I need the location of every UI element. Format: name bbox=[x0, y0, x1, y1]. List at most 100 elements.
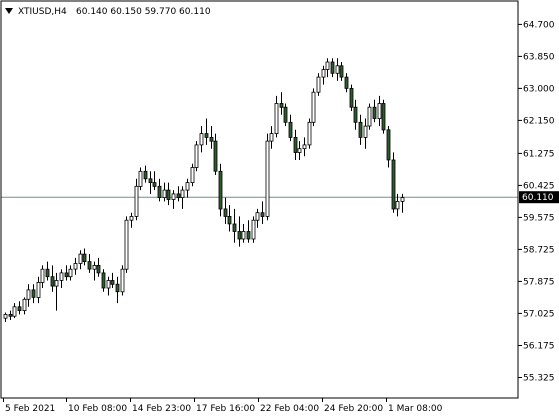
candle bbox=[129, 212, 134, 228]
candle bbox=[17, 301, 22, 315]
y-tick-label: 64.700 bbox=[523, 20, 555, 30]
candle-body-bear bbox=[82, 253, 87, 263]
candle bbox=[232, 208, 237, 243]
candle-body-bull bbox=[106, 280, 111, 289]
y-tick-label: 57.025 bbox=[523, 309, 555, 319]
time-axis: 5 Feb 2021 10 Feb 08:00 14 Feb 23:00 17 Feb… bbox=[3, 398, 443, 414]
candle bbox=[106, 276, 111, 296]
candle-body-bear bbox=[17, 306, 22, 311]
candle-body-bear bbox=[288, 121, 293, 138]
candle-body-bull bbox=[185, 182, 190, 191]
candle bbox=[325, 58, 330, 78]
candle-body-bull bbox=[199, 133, 204, 146]
candle bbox=[274, 95, 279, 138]
candle bbox=[358, 114, 363, 145]
candle-body-bear bbox=[349, 88, 354, 108]
candle-body-bull bbox=[363, 125, 368, 138]
candle bbox=[31, 284, 36, 304]
candle bbox=[377, 95, 382, 127]
candle bbox=[344, 73, 349, 93]
candle bbox=[162, 182, 167, 202]
candle bbox=[120, 265, 125, 296]
candle bbox=[194, 141, 199, 172]
candle-body-bull bbox=[138, 170, 143, 187]
candle-body-bear bbox=[166, 189, 171, 200]
candle bbox=[40, 265, 45, 288]
candle-body-bull bbox=[180, 189, 185, 199]
candle-body-bull bbox=[54, 280, 59, 287]
x-tick-label: 1 Mar 08:00 bbox=[388, 404, 443, 414]
x-tick-label: 10 Feb 08:00 bbox=[68, 404, 127, 414]
candle bbox=[209, 126, 214, 149]
candle-body-bull bbox=[302, 144, 307, 150]
candle-body-bear bbox=[148, 178, 153, 184]
candle bbox=[241, 224, 246, 243]
candle-body-bull bbox=[12, 306, 17, 317]
x-tick-label: 22 Feb 04:00 bbox=[260, 404, 319, 414]
candle bbox=[8, 310, 13, 320]
candle bbox=[255, 208, 260, 228]
y-tick-label: 58.725 bbox=[523, 245, 555, 255]
candle bbox=[311, 88, 316, 127]
candle bbox=[134, 178, 139, 221]
candle bbox=[293, 129, 298, 160]
candle-body-bear bbox=[260, 212, 265, 217]
candle-body-bull bbox=[22, 298, 27, 311]
candle bbox=[279, 92, 284, 115]
candle bbox=[115, 276, 120, 304]
candle bbox=[283, 103, 288, 127]
candle-body-bear bbox=[279, 103, 284, 108]
candle-body-bull bbox=[120, 268, 125, 293]
candle-body-bear bbox=[223, 208, 228, 217]
candle bbox=[185, 178, 190, 198]
candle bbox=[391, 152, 396, 213]
candle bbox=[321, 65, 326, 85]
candle-body-bear bbox=[246, 231, 251, 240]
candle bbox=[223, 197, 228, 224]
candle bbox=[59, 269, 64, 288]
candle-body-bear bbox=[176, 193, 181, 199]
candle-body-bear bbox=[232, 223, 237, 232]
candle-body-bear bbox=[31, 289, 36, 298]
candle bbox=[152, 171, 157, 191]
candle-body-bull bbox=[26, 289, 31, 300]
candle-body-bull bbox=[307, 121, 312, 146]
candle-body-bear bbox=[209, 136, 214, 142]
candle-body-bull bbox=[251, 219, 256, 240]
candle-body-bear bbox=[353, 106, 358, 123]
candle bbox=[227, 205, 232, 232]
x-tick-label: 24 Feb 20:00 bbox=[324, 404, 383, 414]
candle-body-bear bbox=[143, 170, 148, 180]
y-tick-label: 57.875 bbox=[523, 277, 555, 287]
candle bbox=[339, 62, 344, 81]
candle-body-bear bbox=[372, 106, 377, 119]
candle bbox=[12, 303, 17, 319]
candle bbox=[199, 126, 204, 153]
candle bbox=[138, 167, 143, 191]
candle-body-bear bbox=[157, 185, 162, 199]
y-tick-label: 63.850 bbox=[523, 52, 555, 62]
candle bbox=[316, 73, 321, 96]
candle bbox=[96, 257, 101, 277]
candle-body-bull bbox=[269, 133, 274, 142]
candle-body-bull bbox=[129, 215, 134, 221]
candle bbox=[92, 261, 97, 281]
candle-body-bull bbox=[321, 69, 326, 78]
candle-body-bear bbox=[381, 103, 386, 131]
candle-body-bull bbox=[124, 219, 129, 270]
candle-body-bear bbox=[101, 272, 106, 289]
candle-body-bear bbox=[64, 272, 69, 278]
candle bbox=[395, 193, 400, 217]
candle-body-bear bbox=[358, 121, 363, 138]
candle bbox=[73, 257, 78, 275]
candle bbox=[237, 216, 242, 247]
y-tick-label: 60.425 bbox=[523, 181, 555, 191]
candle-body-bear bbox=[8, 313, 13, 317]
candle-body-bull bbox=[162, 189, 167, 199]
triangle-down-icon[interactable] bbox=[5, 8, 13, 14]
candle-body-bull bbox=[297, 148, 302, 153]
candle bbox=[353, 99, 358, 130]
candle bbox=[372, 99, 377, 123]
candle-body-bear bbox=[283, 106, 288, 123]
